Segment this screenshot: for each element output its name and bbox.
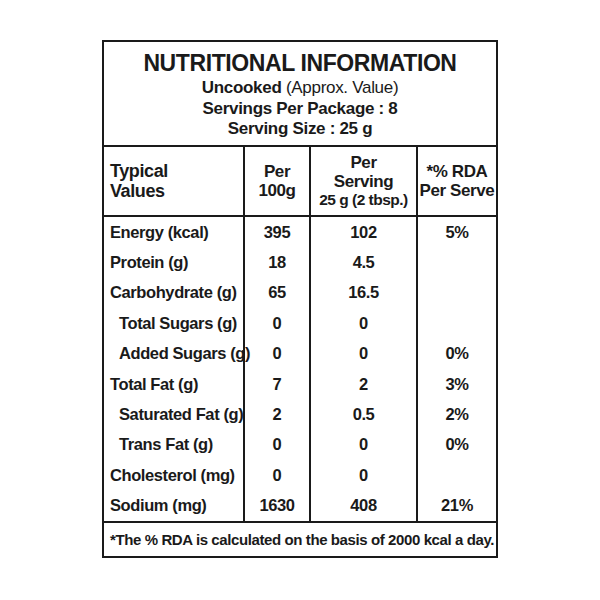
value-rda: 0% bbox=[416, 339, 496, 369]
value-per-100g: 1630 bbox=[243, 491, 309, 521]
row-label: Protein (g) bbox=[104, 247, 243, 277]
nutrition-table-body: Energy (kcal) 395 102 5% Protein (g) 18 … bbox=[104, 215, 496, 521]
row-label: Trans Fat (g) bbox=[104, 430, 243, 460]
value-per-serving: 0 bbox=[309, 308, 416, 338]
column-header-typical-values: Typical Values bbox=[104, 147, 243, 215]
subtitle-normal-part: (Approx. Value) bbox=[282, 78, 399, 97]
value-per-serving: 408 bbox=[309, 491, 416, 521]
value-per-100g: 7 bbox=[243, 369, 309, 399]
value-rda: 3% bbox=[416, 369, 496, 399]
value-per-serving: 0.5 bbox=[309, 399, 416, 429]
value-rda: 5% bbox=[416, 217, 496, 247]
label-title: NUTRITIONAL INFORMATION bbox=[143, 50, 456, 78]
servings-per-package: Servings Per Package : 8 bbox=[202, 99, 397, 119]
value-rda bbox=[416, 308, 496, 338]
rda-footnote: *The % RDA is calculated on the basis of… bbox=[104, 521, 496, 556]
value-per-serving: 0 bbox=[309, 339, 416, 369]
table-column-headers: Typical Values Per 100g Per Serving 25 g… bbox=[104, 145, 496, 215]
value-per-serving: 102 bbox=[309, 217, 416, 247]
value-rda: 21% bbox=[416, 491, 496, 521]
value-per-100g: 0 bbox=[243, 339, 309, 369]
row-label: Saturated Fat (g) bbox=[104, 399, 243, 429]
value-per-serving: 2 bbox=[309, 369, 416, 399]
value-per-100g: 0 bbox=[243, 308, 309, 338]
row-label: Energy (kcal) bbox=[104, 217, 243, 247]
column-header-per-serving: Per Serving 25 g (2 tbsp.) bbox=[309, 147, 416, 215]
value-per-serving: 4.5 bbox=[309, 247, 416, 277]
row-label: Added Sugars (g) bbox=[104, 339, 243, 369]
subtitle-bold-part: Uncooked bbox=[202, 78, 282, 97]
value-per-100g: 18 bbox=[243, 247, 309, 277]
serving-size: Serving Size : 25 g bbox=[228, 119, 373, 139]
value-rda: 2% bbox=[416, 399, 496, 429]
nutrition-label-page: NUTRITIONAL INFORMATION Uncooked (Approx… bbox=[0, 0, 600, 600]
row-label: Carbohydrate (g) bbox=[104, 278, 243, 308]
value-per-100g: 395 bbox=[243, 217, 309, 247]
row-label: Sodium (mg) bbox=[104, 491, 243, 521]
value-per-100g: 0 bbox=[243, 460, 309, 490]
nutrition-label: NUTRITIONAL INFORMATION Uncooked (Approx… bbox=[102, 40, 498, 558]
value-per-100g: 65 bbox=[243, 278, 309, 308]
label-subtitle: Uncooked (Approx. Value) bbox=[202, 78, 399, 98]
column-header-rda: *% RDA Per Serve bbox=[416, 147, 496, 215]
value-rda bbox=[416, 278, 496, 308]
row-label: Total Sugars (g) bbox=[104, 308, 243, 338]
value-rda bbox=[416, 247, 496, 277]
value-per-100g: 0 bbox=[243, 430, 309, 460]
value-per-serving: 16.5 bbox=[309, 278, 416, 308]
column-header-per-100g: Per 100g bbox=[243, 147, 309, 215]
value-per-serving: 0 bbox=[309, 460, 416, 490]
value-rda bbox=[416, 460, 496, 490]
value-per-serving: 0 bbox=[309, 430, 416, 460]
value-rda: 0% bbox=[416, 430, 496, 460]
value-per-100g: 2 bbox=[243, 399, 309, 429]
row-label: Total Fat (g) bbox=[104, 369, 243, 399]
row-label: Cholesterol (mg) bbox=[104, 460, 243, 490]
label-header: NUTRITIONAL INFORMATION Uncooked (Approx… bbox=[104, 42, 496, 145]
